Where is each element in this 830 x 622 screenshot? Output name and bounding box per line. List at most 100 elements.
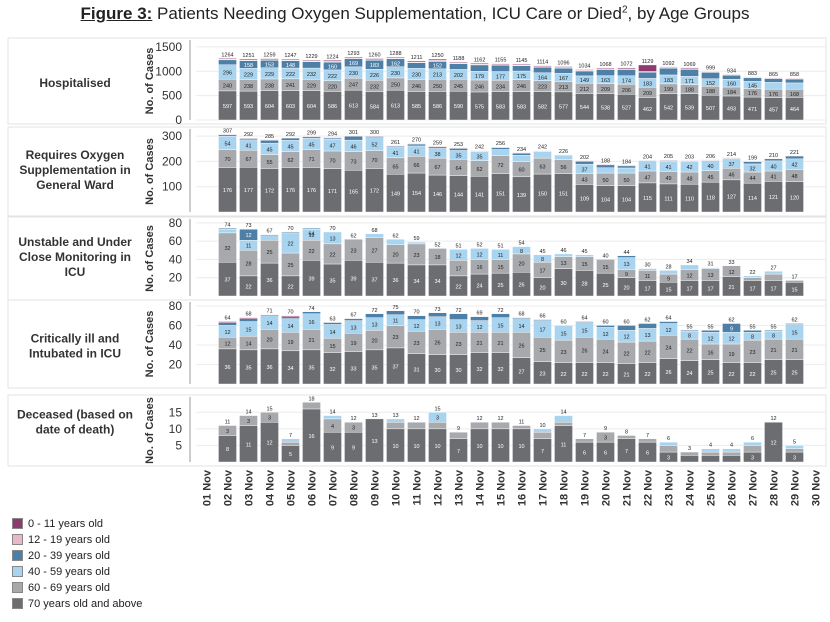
bar-segment (638, 160, 657, 162)
bar-segment (554, 325, 573, 341)
legend-item: 0 - 11 years old (12, 516, 142, 532)
total-label: 226 (559, 149, 568, 155)
segment-label: 14 (287, 324, 293, 330)
segment-label: 21 (791, 348, 797, 354)
segment-label: 21 (308, 338, 314, 344)
total-label: 9 (457, 426, 460, 432)
segment-label: 23 (392, 335, 398, 341)
segment-label: 22 (329, 252, 335, 258)
y-axis-label: No. of Cases (144, 225, 156, 292)
segment-label: 17 (749, 287, 755, 293)
total-label: 1288 (389, 51, 401, 57)
segment-label: 50 (623, 178, 629, 184)
segment-label: 10 (476, 444, 482, 450)
bar-segment (722, 323, 741, 333)
segment-label: 22 (287, 241, 293, 247)
segment-label: 10 (518, 444, 524, 450)
segment-label: 13 (707, 273, 713, 279)
total-label: 883 (748, 71, 757, 77)
segment-label: 8 (541, 257, 544, 263)
segment-label: 65 (392, 165, 398, 171)
segment-label: 45 (266, 147, 272, 153)
bar-segment (680, 69, 699, 77)
y-tick-label: 300 (162, 129, 182, 143)
panel-label: Unstable and Under (18, 235, 132, 249)
bar-segment (659, 66, 678, 68)
bar-segment (365, 135, 384, 137)
legend-label: 12 - 19 years old (28, 534, 110, 546)
bar-segment (323, 137, 342, 139)
total-label: 300 (370, 130, 379, 136)
segment-label: 50 (602, 178, 608, 184)
total-label: 3 (688, 446, 691, 452)
bar-segment (659, 270, 678, 275)
segment-label: 151 (559, 191, 568, 197)
total-label: 52 (434, 242, 440, 248)
segment-label: 176 (286, 188, 295, 194)
segment-label: 230 (412, 72, 421, 78)
bar-segment (491, 313, 510, 318)
bar-segment (533, 67, 552, 73)
total-label: 7 (289, 433, 292, 439)
segment-label: 37 (581, 167, 587, 173)
segment-label: 73 (350, 159, 356, 165)
segment-label: 179 (475, 74, 484, 80)
bar-segment (407, 60, 426, 63)
segment-label: 232 (370, 84, 379, 90)
bar-segment (659, 321, 678, 324)
x-tick-label: 27 Nov (748, 469, 760, 506)
segment-label: 19 (350, 341, 356, 347)
legend-item: 70 years old and above (12, 596, 142, 612)
segment-label: 202 (454, 73, 463, 79)
bar-segment (596, 164, 615, 168)
segment-label: 209 (643, 91, 652, 97)
x-tick-label: 28 Nov (769, 469, 781, 506)
segment-label: 150 (538, 192, 547, 198)
segment-label: 19 (728, 352, 734, 358)
panel-label: Critically ill and (31, 332, 120, 346)
segment-label: 24 (665, 345, 671, 351)
bar-segment (617, 325, 636, 331)
panel-label: General Ward (36, 178, 114, 192)
segment-label: 26 (518, 343, 524, 349)
segment-label: 22 (644, 372, 650, 378)
bar-segment (785, 155, 804, 160)
segment-label: 171 (328, 189, 337, 195)
total-label: 46 (560, 248, 566, 254)
segment-label: 222 (286, 72, 295, 78)
total-label: 64 (581, 316, 587, 322)
bar-segment (449, 431, 468, 439)
segment-label: 11 (561, 442, 567, 448)
bar-segment (638, 64, 657, 72)
segment-label: 8 (520, 249, 523, 255)
segment-label: 6 (604, 451, 607, 457)
segment-label: 538 (601, 105, 610, 111)
y-tick-label: 40 (169, 338, 183, 352)
bar-segment (323, 60, 342, 62)
bar-segment (659, 159, 678, 161)
total-label: 28 (665, 264, 671, 270)
segment-label: 13 (560, 261, 566, 267)
bar-segment (596, 259, 615, 274)
bar-segment (722, 157, 741, 159)
total-label: 64 (665, 316, 671, 322)
bar-segment (575, 254, 594, 257)
segment-label: 4 (331, 424, 334, 430)
segment-label: 14 (518, 324, 524, 330)
total-label: 11 (225, 420, 231, 426)
segment-label: 247 (349, 83, 358, 89)
bar-segment (743, 275, 762, 278)
total-label: 73 (245, 223, 251, 229)
bar-segment (344, 135, 363, 137)
segment-label: 31 (413, 367, 419, 373)
segment-label: 25 (539, 348, 545, 354)
segment-label: 149 (580, 78, 589, 84)
total-label: 234 (517, 147, 526, 153)
bar-segment (575, 69, 594, 71)
total-label: 75 (392, 305, 398, 311)
bar-segment (470, 422, 489, 430)
segment-label: 21 (728, 285, 734, 291)
segment-label: 26 (518, 283, 524, 289)
bar-segment (260, 235, 279, 241)
segment-label: 45 (707, 175, 713, 181)
